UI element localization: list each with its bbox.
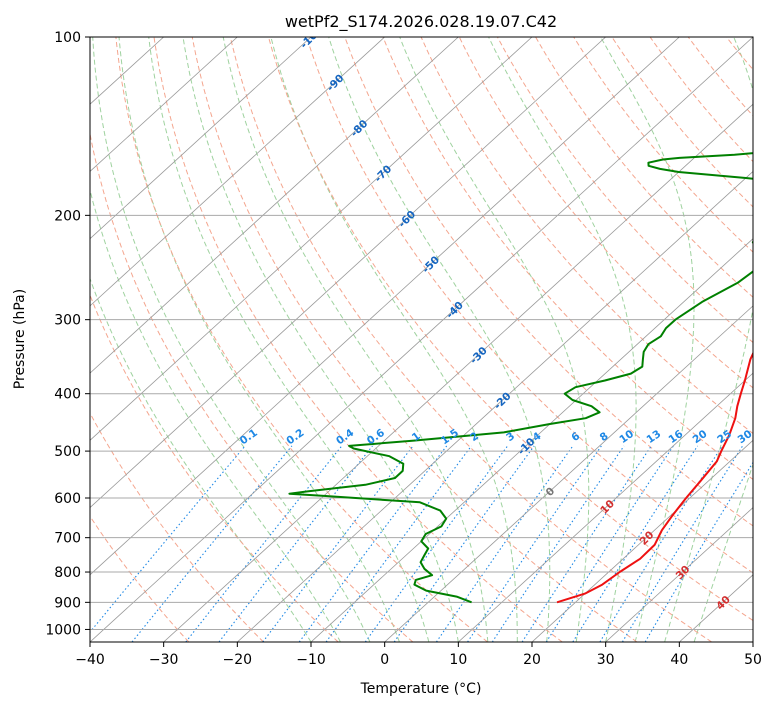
moist-adiabats xyxy=(90,37,753,642)
moist-adiabat-line xyxy=(399,37,590,642)
dry-adiabat-line xyxy=(344,37,753,527)
dry-adiabat-line xyxy=(649,37,753,163)
y-tick-label: 500 xyxy=(54,444,81,460)
moist-adiabat-line xyxy=(270,37,518,642)
dry-adiabat-line xyxy=(306,37,753,574)
dry-adiabat-line xyxy=(496,37,753,344)
dry-adiabat-line xyxy=(90,515,190,642)
x-axis-title: Temperature (°C) xyxy=(360,681,482,697)
isotherm-line xyxy=(458,372,753,642)
y-tick-label: 400 xyxy=(54,387,81,403)
isotherm-line xyxy=(163,103,753,642)
mixing-ratio-line xyxy=(90,445,246,633)
dry-adiabat-line xyxy=(382,37,753,481)
x-tick-label: 30 xyxy=(597,652,615,668)
dry-adiabat-line xyxy=(229,37,712,642)
mixing-ratio-label: 30 xyxy=(736,428,755,446)
isotherm-line xyxy=(90,37,606,509)
moist-adiabat-line xyxy=(488,37,637,642)
x-tick-label: −10 xyxy=(296,652,326,668)
dewpoint-line xyxy=(288,152,753,604)
x-tick-label: 20 xyxy=(523,652,541,668)
y-tick-label: 700 xyxy=(54,531,81,547)
dry-adiabat-line xyxy=(191,37,638,642)
dry-adiabats xyxy=(90,37,753,642)
dry-adiabat-line xyxy=(90,293,339,642)
mixing-ratio-line xyxy=(491,445,625,642)
isotherm-line xyxy=(90,37,680,576)
dry-adiabat-line xyxy=(535,37,753,298)
moist-adiabat-line xyxy=(600,37,695,642)
x-tick-label: −40 xyxy=(75,652,105,668)
isotherm-line xyxy=(90,37,533,441)
x-tick-label: 50 xyxy=(744,652,762,668)
isotherm-line xyxy=(90,37,753,642)
x-tick-label: −20 xyxy=(223,652,253,668)
mixing-ratio-line xyxy=(325,445,472,642)
y-tick-label: 600 xyxy=(54,491,81,507)
isotherm-line xyxy=(605,507,753,642)
y-axis-ticks: 100 200 300 400 500 600 700 800 900 1000 xyxy=(45,30,90,638)
moist-adiabat-line xyxy=(148,37,430,642)
y-tick-label: 900 xyxy=(54,595,81,611)
moist-adiabat-line xyxy=(182,37,459,642)
isotherm-line xyxy=(237,170,753,642)
temperature-line xyxy=(556,351,753,604)
isotherms xyxy=(90,37,753,642)
x-tick-label: 40 xyxy=(670,652,688,668)
y-tick-label: 300 xyxy=(54,313,81,329)
dry-adiabat-line xyxy=(268,37,753,622)
dry-adiabat-line xyxy=(611,37,753,208)
mixing-ratio-line xyxy=(185,445,343,642)
moist-adiabat-line xyxy=(118,37,400,642)
dry-adiabat-line xyxy=(90,131,414,642)
isotherm-line xyxy=(90,37,459,374)
isotherm-line xyxy=(90,37,385,307)
mixing-ratio-lines xyxy=(90,445,753,642)
isotherm-line xyxy=(531,439,753,642)
mixing-ratio-line xyxy=(364,445,509,642)
moist-adiabat-line xyxy=(664,37,753,642)
mixing-ratio-line xyxy=(521,445,652,642)
mixing-ratio-line xyxy=(262,445,414,642)
isotherm-line xyxy=(90,37,238,172)
chart-title: wetPf2_S174.2026.028.19.07.C42 xyxy=(285,12,557,32)
x-tick-label: 10 xyxy=(449,652,467,668)
x-tick-label: −30 xyxy=(149,652,179,668)
isotherm-line xyxy=(90,37,312,240)
y-tick-label: 200 xyxy=(54,208,81,224)
mixing-ratio-line xyxy=(298,445,448,642)
mixing-ratio-line xyxy=(572,445,699,642)
y-axis-title: Pressure (hPa) xyxy=(12,289,28,389)
isotherm-line xyxy=(384,305,753,642)
dry-adiabat-line xyxy=(458,37,753,389)
y-tick-label: 800 xyxy=(54,565,81,581)
mixing-ratio-line xyxy=(545,445,674,642)
y-tick-label: 100 xyxy=(54,30,81,46)
pressure-gridlines xyxy=(90,37,753,630)
mixing-ratio-line xyxy=(218,445,373,642)
x-axis-ticks: −40 −30 −20 −10 0 10 20 30 40 50 xyxy=(75,642,762,668)
moist-adiabat-line xyxy=(90,188,341,642)
dry-adiabat-line xyxy=(115,37,488,642)
y-tick-label: 1000 xyxy=(45,622,81,638)
x-tick-label: 0 xyxy=(380,652,389,668)
sounding-profiles xyxy=(288,152,753,604)
moist-adiabat-line xyxy=(693,462,753,642)
plot-frame xyxy=(89,36,754,643)
mixing-ratio-line xyxy=(393,445,535,642)
mixing-ratio-line xyxy=(599,445,723,642)
